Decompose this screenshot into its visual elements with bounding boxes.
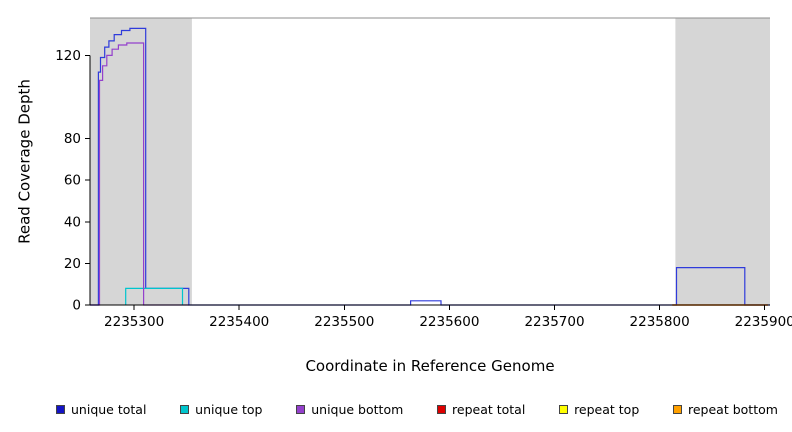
legend-item-unique-top: unique top <box>180 402 262 417</box>
y-axis-title: Read Coverage Depth <box>15 79 34 244</box>
y-tick-label: 60 <box>64 173 81 189</box>
legend-label: unique total <box>71 401 147 417</box>
y-tick-label: 0 <box>72 298 81 314</box>
y-tick-label: 20 <box>64 256 81 272</box>
series-line-unique-total <box>90 27 770 306</box>
legend-label: repeat top <box>574 401 640 417</box>
shaded-region <box>675 18 770 305</box>
x-tick-label: 2235800 <box>630 314 690 330</box>
legend-item-unique-total: unique total <box>56 402 146 417</box>
legend-item-repeat-bottom: repeat bottom <box>673 402 778 417</box>
coverage-plot: 2235300 2235400 2235500 2235600 2235700 22358… <box>55 17 792 330</box>
x-tick-label: 2235500 <box>314 314 374 330</box>
y-tick-label: 40 <box>64 214 81 230</box>
chart-legend: unique total unique top unique bottom repea… <box>0 398 792 420</box>
series-line-unique-bottom <box>90 42 189 306</box>
legend-item-repeat-total: repeat total <box>437 402 525 417</box>
series-line-unique-top <box>125 287 184 305</box>
x-tick-label: 2235300 <box>104 314 164 330</box>
x-tick-label: 2235400 <box>209 314 269 330</box>
legend-swatch-icon <box>180 404 190 414</box>
x-axis-title: Coordinate in Reference Genome <box>305 357 555 375</box>
legend-swatch-icon <box>296 404 306 414</box>
x-tick-label: 2235900 <box>735 314 792 330</box>
shaded-region <box>90 18 192 305</box>
legend-label: repeat total <box>452 401 526 417</box>
y-tick-label: 80 <box>64 131 81 147</box>
legend-swatch-icon <box>673 404 682 414</box>
legend-swatch-icon <box>559 404 569 414</box>
legend-swatch-icon <box>56 404 65 414</box>
legend-item-unique-bottom: unique bottom <box>296 402 403 417</box>
legend-swatch-icon <box>437 404 447 414</box>
x-tick-label: 2235600 <box>419 314 479 330</box>
x-tick-label: 2235700 <box>524 314 584 330</box>
y-tick-label: 120 <box>55 48 81 64</box>
legend-label: repeat bottom <box>688 401 778 417</box>
legend-item-repeat-top: repeat top <box>559 402 639 417</box>
legend-label: unique top <box>195 401 263 417</box>
legend-label: unique bottom <box>311 401 404 417</box>
